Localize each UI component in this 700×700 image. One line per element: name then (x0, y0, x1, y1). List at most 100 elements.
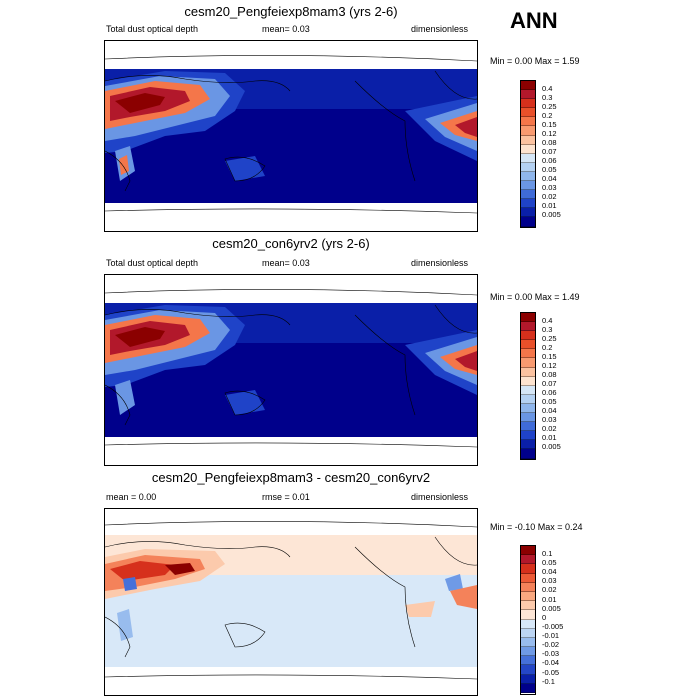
colorbar-tick: 0.04 (542, 567, 557, 576)
colorbar-tick: 0.05 (542, 165, 557, 174)
colorbar-tick: 0.03 (542, 415, 557, 424)
panel-1-colorbar-swatch (521, 108, 535, 118)
colorbar-tick: -0.01 (542, 631, 560, 640)
colorbar-tick: 0 (542, 613, 547, 622)
panel-2-colorbar-swatch (521, 394, 535, 404)
panel-3-left-label: mean = 0.00 (106, 492, 157, 502)
colorbar-tick: 0.01 (542, 201, 557, 210)
panel-2-colorbar-swatch (521, 313, 535, 323)
colorbar-tick: 0.06 (542, 156, 557, 165)
colorbar-tick: 0.15 (542, 352, 557, 361)
panel-3-colorbar-swatch (521, 628, 535, 638)
colorbar-tick: 0.04 (542, 174, 557, 183)
colorbar-tick: 0.01 (542, 595, 557, 604)
panel-3-title: cesm20_Pengfeiexp8mam3 - cesm20_con6yrv2 (151, 470, 431, 485)
panel-1-left-label: Total dust optical depth (106, 24, 199, 34)
panel-1-colorbar-swatch (521, 181, 535, 191)
panel-2-colorbar-swatch (521, 367, 535, 377)
panel-2-colorbar-swatch (521, 422, 535, 432)
panel-2-title: cesm20_con6yrv2 (yrs 2-6) (212, 236, 370, 251)
colorbar-tick: -0.05 (542, 668, 560, 677)
panel-1-map (104, 40, 478, 232)
panel-2-minmax: Min = 0.00 Max = 1.49 (490, 292, 580, 302)
panel-1-colorbar-swatch (521, 135, 535, 145)
colorbar-tick: 0.03 (542, 576, 557, 585)
panel-2-right-label: dimensionless (411, 258, 469, 268)
panel-3-colorbar-swatch (521, 619, 535, 629)
panel-2-colorbar-swatch (521, 440, 535, 450)
panel-1-title: cesm20_Pengfeiexp8mam3 (yrs 2-6) (184, 4, 398, 19)
panel-1-colorbar-swatch (521, 144, 535, 154)
colorbar-tick: 0.4 (542, 316, 553, 325)
colorbar-tick: 0.05 (542, 558, 557, 567)
panel-3-colorbar-swatch (521, 564, 535, 574)
colorbar-tick: 0.005 (542, 604, 561, 613)
panel-2-colorbar-swatch (521, 403, 535, 414)
colorbar-tick: 0.25 (542, 334, 557, 343)
panel-1-center-label: mean= 0.03 (262, 24, 310, 34)
colorbar-tick: 0.02 (542, 424, 557, 433)
colorbar-tick: 0.3 (542, 93, 553, 102)
colorbar-tick: 0.3 (542, 325, 553, 334)
colorbar-tick: -0.02 (542, 640, 560, 649)
panel-1-colorbar-swatch (521, 199, 535, 209)
colorbar-tick: 0.08 (542, 370, 557, 379)
colorbar-tick: 0.08 (542, 138, 557, 147)
panel-1-map-svg (105, 55, 477, 214)
panel-3-colorbar-swatch (521, 683, 535, 693)
panel-1-colorbar-swatch (521, 153, 535, 163)
colorbar-tick: -0.03 (542, 649, 560, 658)
colorbar-tick: 0.12 (542, 361, 557, 370)
panel-2-colorbar-swatch (521, 413, 535, 423)
panel-3-colorbar-swatch (521, 674, 535, 684)
panel-2-colorbar-swatch (521, 340, 535, 350)
panel-3-colorbar-swatch (521, 573, 535, 583)
panel-2-map-svg (105, 289, 477, 448)
panel-3-colorbar-swatch (521, 665, 535, 675)
season-label: ANN (510, 8, 558, 33)
panel-2-colorbar-swatch (521, 349, 535, 359)
panel-3-colorbar (520, 545, 536, 695)
panel-1-right-label: dimensionless (411, 24, 469, 34)
panel-3-colorbar-swatch (521, 591, 535, 602)
colorbar-tick: 0.03 (542, 183, 557, 192)
colorbar-tick: 0.4 (542, 84, 553, 93)
colorbar-tick: 0.12 (542, 129, 557, 138)
colorbar-tick: 0.1 (542, 549, 553, 558)
panel-3-colorbar-swatch (521, 610, 535, 620)
panel-2-colorbar-swatch (521, 385, 535, 395)
panel-3-colorbar-swatch (521, 555, 535, 565)
panel-2-colorbar-swatch (521, 358, 535, 368)
colorbar-tick: 0.02 (542, 192, 557, 201)
colorbar-tick: 0.01 (542, 433, 557, 442)
panel-1-colorbar-swatch (521, 208, 535, 218)
colorbar-tick: 0.07 (542, 147, 557, 156)
panel-1-colorbar-swatch (521, 162, 535, 172)
panel-2-left-label: Total dust optical depth (106, 258, 199, 268)
panel-1-colorbar-swatch (521, 117, 535, 127)
colorbar-tick: 0.06 (542, 388, 557, 397)
colorbar-tick: 0.02 (542, 585, 557, 594)
colorbar-tick: -0.1 (542, 677, 555, 686)
panel-3-right-label: dimensionless (411, 492, 469, 502)
panel-1-colorbar-swatch (521, 190, 535, 200)
colorbar-tick: 0.25 (542, 102, 557, 111)
colorbar-tick: 0.04 (542, 406, 557, 415)
panel-2-colorbar (520, 312, 536, 460)
panel-3-center-label: rmse = 0.01 (262, 492, 310, 502)
colorbar-tick: 0.15 (542, 120, 557, 129)
panel-3-minmax: Min = -0.10 Max = 0.24 (490, 522, 583, 532)
colorbar-tick: -0.04 (542, 658, 560, 667)
panel-1-colorbar-swatch (521, 217, 535, 227)
panel-1-colorbar-swatch (521, 171, 535, 182)
panel-2-colorbar-swatch (521, 322, 535, 332)
panel-1-colorbar-swatch (521, 99, 535, 109)
panel-3-map (104, 508, 478, 696)
panel-2-colorbar-swatch (521, 376, 535, 386)
colorbar-tick: 0.07 (542, 379, 557, 388)
colorbar-tick: 0.005 (542, 442, 561, 451)
panel-1-minmax: Min = 0.00 Max = 1.59 (490, 56, 580, 66)
panel-3-colorbar-swatch (521, 637, 535, 648)
panel-2-map (104, 274, 478, 466)
panel-1-colorbar-swatch (521, 126, 535, 136)
